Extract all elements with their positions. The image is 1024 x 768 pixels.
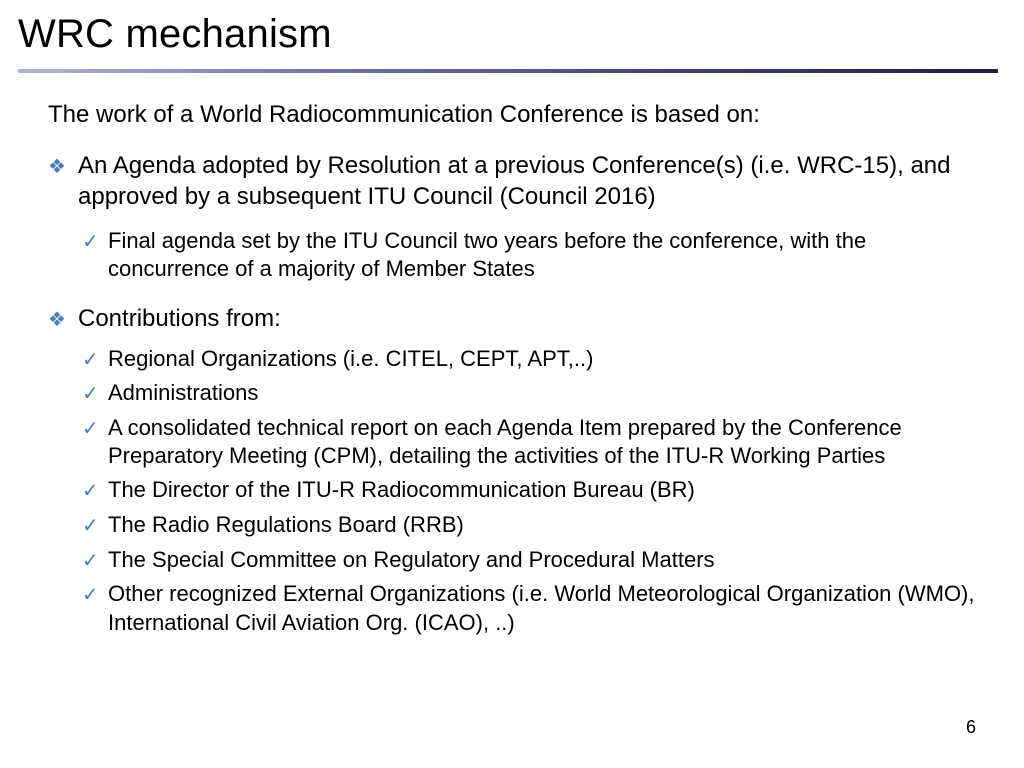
- diamond-icon: ❖: [48, 307, 78, 333]
- slide-container: WRC mechanism The work of a World Radioc…: [0, 0, 1024, 663]
- check-icon: ✓: [82, 230, 108, 256]
- check-icon: ✓: [82, 382, 108, 408]
- check-icon: ✓: [82, 417, 108, 443]
- sub-final-agenda-text: Final agenda set by the ITU Council two …: [108, 228, 866, 282]
- sub-technical-report-text: A consolidated technical report on each …: [108, 415, 902, 469]
- sub-administrations-text: Administrations: [108, 380, 258, 405]
- sub-regional-orgs-text: Regional Organizations (i.e. CITEL, CEPT…: [108, 346, 593, 371]
- sub-technical-report: ✓A consolidated technical report on each…: [48, 414, 976, 471]
- sub-external-orgs-text: Other recognized External Organizations …: [108, 581, 975, 635]
- check-icon: ✓: [82, 583, 108, 609]
- sub-regional-orgs: ✓Regional Organizations (i.e. CITEL, CEP…: [48, 345, 976, 374]
- sub-rrb: ✓The Radio Regulations Board (RRB): [48, 511, 976, 540]
- slide-title: WRC mechanism: [18, 12, 1006, 57]
- bullet-contributions: ❖Contributions from:: [48, 303, 976, 334]
- sub-administrations: ✓Administrations: [48, 379, 976, 408]
- check-icon: ✓: [82, 348, 108, 374]
- sub-external-orgs: ✓Other recognized External Organizations…: [48, 580, 976, 637]
- slide-content: The work of a World Radiocommunication C…: [18, 99, 1006, 637]
- sub-special-committee-text: The Special Committee on Regulatory and …: [108, 547, 715, 572]
- sub-final-agenda: ✓Final agenda set by the ITU Council two…: [48, 227, 976, 284]
- diamond-icon: ❖: [48, 154, 78, 180]
- sub-rrb-text: The Radio Regulations Board (RRB): [108, 512, 464, 537]
- check-icon: ✓: [82, 479, 108, 505]
- sub-director-br: ✓The Director of the ITU-R Radiocommunic…: [48, 476, 976, 505]
- sub-director-br-text: The Director of the ITU-R Radiocommunica…: [108, 477, 695, 502]
- check-icon: ✓: [82, 549, 108, 575]
- bullet-contributions-text: Contributions from:: [78, 305, 281, 332]
- sub-special-committee: ✓The Special Committee on Regulatory and…: [48, 546, 976, 575]
- page-number: 6: [966, 717, 976, 738]
- bullet-agenda-text: An Agenda adopted by Resolution at a pre…: [78, 152, 950, 210]
- check-icon: ✓: [82, 514, 108, 540]
- bullet-agenda: ❖An Agenda adopted by Resolution at a pr…: [48, 150, 976, 212]
- intro-text: The work of a World Radiocommunication C…: [48, 99, 976, 130]
- title-divider: [18, 69, 998, 73]
